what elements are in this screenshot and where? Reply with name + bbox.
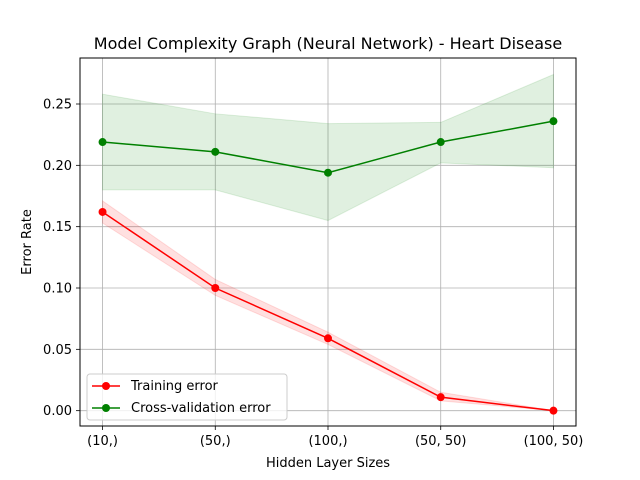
y-tick-label: 0.20 [43, 159, 72, 174]
legend-box [86, 373, 288, 421]
data-point [549, 406, 558, 415]
y-tick-label: 0.25 [43, 98, 72, 113]
data-point [98, 138, 107, 147]
x-tick-label: (100, 50) [524, 434, 584, 449]
y-tick-label: 0.10 [43, 282, 72, 297]
legend-swatch-training-marker [102, 382, 110, 390]
x-tick-label: (100,) [308, 434, 347, 449]
x-tick-label: (50, 50) [415, 434, 467, 449]
chart-title: Model Complexity Graph (Neural Network) … [94, 34, 562, 53]
confidence-band-0 [102, 199, 554, 412]
x-axis-label: Hidden Layer Sizes [266, 456, 390, 471]
confidence-band-1 [102, 73, 554, 222]
grid-lines [80, 58, 576, 426]
y-axis-label: Error Rate [20, 209, 35, 275]
data-point [211, 147, 220, 156]
data-point [324, 168, 332, 177]
data-point [324, 334, 332, 343]
legend-swatch-cv-marker [102, 404, 110, 412]
y-tick-label: 0.00 [43, 404, 72, 419]
legend: Training error Cross-validation error [86, 373, 288, 421]
y-tick-label: 0.05 [43, 343, 72, 358]
x-axis-ticks: (10,) (50,) (100,) (50, 50) (100, 50) [87, 426, 583, 449]
x-tick-label: (50,) [200, 434, 231, 449]
legend-label-cv: Cross-validation error [131, 401, 271, 416]
data-point [549, 117, 558, 126]
x-tick-label: (10,) [87, 434, 118, 449]
legend-label-training: Training error [130, 379, 219, 394]
y-tick-label: 0.15 [43, 220, 72, 235]
data-point [98, 207, 107, 216]
series-markers [98, 117, 558, 415]
data-point [211, 284, 220, 292]
confidence-bands [102, 73, 554, 412]
y-axis-ticks: 0.00 0.05 0.10 0.15 0.20 0.25 [43, 98, 80, 419]
data-point [436, 393, 445, 402]
data-point [436, 138, 445, 147]
